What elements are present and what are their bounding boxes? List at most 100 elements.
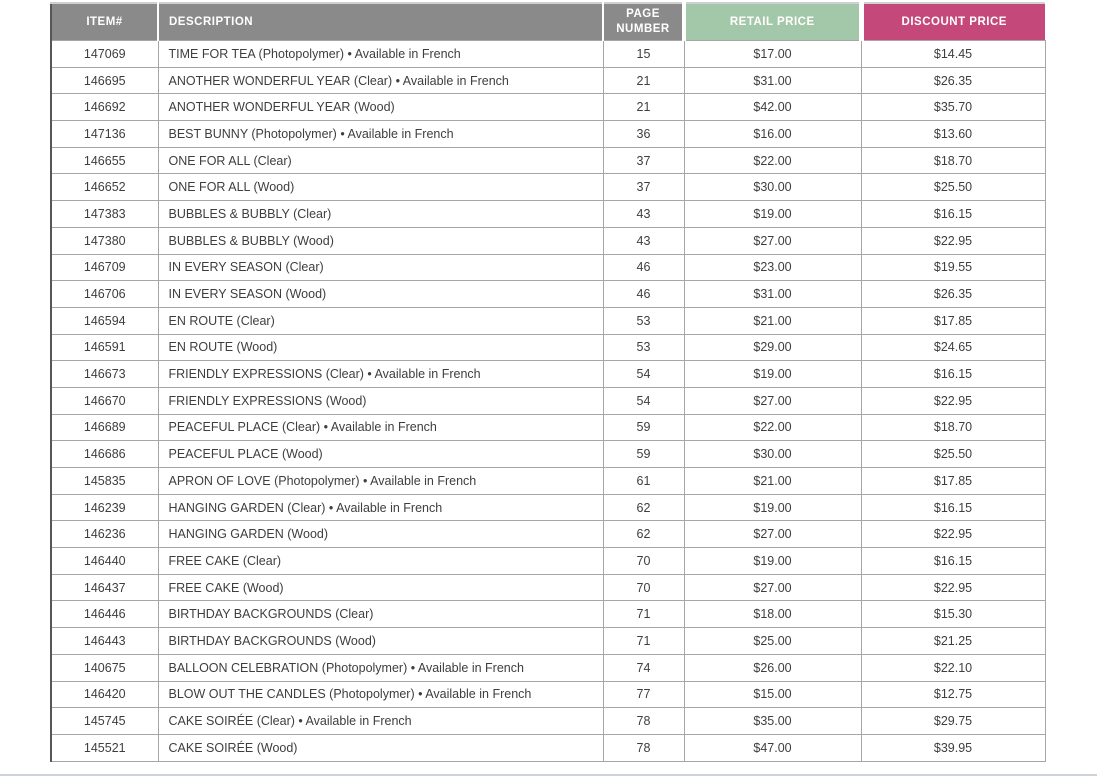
item-number-cell: 147383 — [50, 200, 159, 228]
discount-price-cell: $35.70 — [860, 93, 1046, 122]
retail-price-cell: $22.00 — [683, 413, 862, 442]
table-row: 145745 CAKE SOIRÉE (Clear) • Available i… — [50, 707, 1046, 735]
discount-price-cell: $22.95 — [860, 573, 1046, 602]
retail-price-cell: $31.00 — [683, 66, 862, 95]
discount-price-cell: $26.35 — [860, 280, 1046, 308]
price-table: ITEM# DESCRIPTION PAGE NUMBER RETAIL PRI… — [50, 2, 1046, 762]
table-row: 146420 BLOW OUT THE CANDLES (Photopolyme… — [50, 680, 1046, 709]
table-row: 146236 HANGING GARDEN (Wood) 62 $27.00 $… — [50, 520, 1046, 549]
description-cell: FRIENDLY EXPRESSIONS (Wood) — [157, 386, 604, 415]
retail-price-cell: $30.00 — [683, 173, 862, 202]
discount-price-cell: $26.35 — [860, 66, 1046, 95]
table-row: 146706 IN EVERY SEASON (Wood) 46 $31.00 … — [50, 280, 1046, 308]
page-number-cell: 70 — [602, 573, 685, 602]
table-row: 146437 FREE CAKE (Wood) 70 $27.00 $22.95 — [50, 573, 1046, 602]
description-cell: TIME FOR TEA (Photopolymer) • Available … — [157, 40, 604, 68]
item-number-cell: 146443 — [50, 627, 159, 655]
page-number-cell: 21 — [602, 66, 685, 95]
column-header-page-number: PAGE NUMBER — [603, 3, 684, 41]
description-cell: APRON OF LOVE (Photopolymer) • Available… — [157, 467, 604, 495]
page-number-cell: 54 — [602, 360, 685, 388]
retail-price-cell: $21.00 — [683, 467, 862, 495]
table-row: 146594 EN ROUTE (Clear) 53 $21.00 $17.85 — [50, 306, 1046, 335]
page-number-cell: 15 — [602, 40, 685, 68]
table-row: 146591 EN ROUTE (Wood) 53 $29.00 $24.65 — [50, 333, 1046, 362]
description-cell: ONE FOR ALL (Wood) — [157, 173, 604, 202]
page-number-cell: 59 — [602, 413, 685, 442]
retail-price-cell: $27.00 — [683, 386, 862, 415]
discount-price-cell: $25.50 — [860, 440, 1046, 468]
item-number-cell: 146689 — [50, 413, 159, 442]
column-header-description: DESCRIPTION — [158, 3, 604, 41]
table-row: 145521 CAKE SOIRÉE (Wood) 78 $47.00 $39.… — [50, 733, 1046, 762]
discount-price-cell: $21.25 — [860, 627, 1046, 655]
item-number-cell: 146706 — [50, 280, 159, 308]
page-number-cell: 71 — [602, 600, 685, 629]
page-number-cell: 36 — [602, 120, 685, 148]
table-row: 140675 BALLOON CELEBRATION (Photopolymer… — [50, 653, 1046, 682]
description-cell: HANGING GARDEN (Clear) • Available in Fr… — [157, 493, 604, 522]
discount-price-cell: $17.85 — [860, 467, 1046, 495]
retail-price-cell: $23.00 — [683, 253, 862, 282]
item-number-cell: 145835 — [50, 467, 159, 495]
item-number-cell: 140675 — [50, 653, 159, 682]
item-number-cell: 146709 — [50, 253, 159, 282]
discount-price-cell: $12.75 — [860, 680, 1046, 709]
page-number-cell: 53 — [602, 333, 685, 362]
discount-price-cell: $22.10 — [860, 653, 1046, 682]
description-cell: EN ROUTE (Clear) — [157, 306, 604, 335]
description-cell: ONE FOR ALL (Clear) — [157, 146, 604, 175]
discount-price-cell: $18.70 — [860, 146, 1046, 175]
item-number-cell: 146440 — [50, 547, 159, 575]
description-cell: FREE CAKE (Clear) — [157, 547, 604, 575]
page-number-cell: 37 — [602, 173, 685, 202]
discount-price-cell: $16.15 — [860, 493, 1046, 522]
item-number-cell: 146420 — [50, 680, 159, 709]
item-number-cell: 146652 — [50, 173, 159, 202]
retail-price-cell: $22.00 — [683, 146, 862, 175]
table-row: 146673 FRIENDLY EXPRESSIONS (Clear) • Av… — [50, 360, 1046, 388]
table-row: 146692 ANOTHER WONDERFUL YEAR (Wood) 21 … — [50, 93, 1046, 122]
discount-price-cell: $17.85 — [860, 306, 1046, 335]
retail-price-cell: $29.00 — [683, 333, 862, 362]
discount-price-cell: $29.75 — [860, 707, 1046, 735]
page-number-cell: 43 — [602, 200, 685, 228]
retail-price-cell: $25.00 — [683, 627, 862, 655]
description-cell: PEACEFUL PLACE (Clear) • Available in Fr… — [157, 413, 604, 442]
column-header-item-number: ITEM# — [51, 3, 159, 41]
page-number-cell: 54 — [602, 386, 685, 415]
table-row: 146239 HANGING GARDEN (Clear) • Availabl… — [50, 493, 1046, 522]
item-number-cell: 146670 — [50, 386, 159, 415]
discount-price-cell: $16.15 — [860, 360, 1046, 388]
retail-price-cell: $19.00 — [683, 360, 862, 388]
item-number-cell: 146446 — [50, 600, 159, 629]
page-number-cell: 71 — [602, 627, 685, 655]
description-cell: FRIENDLY EXPRESSIONS (Clear) • Available… — [157, 360, 604, 388]
page-bottom-edge — [0, 774, 1097, 776]
discount-price-cell: $39.95 — [860, 733, 1046, 762]
discount-price-cell: $24.65 — [860, 333, 1046, 362]
item-number-cell: 146594 — [50, 306, 159, 335]
description-cell: BLOW OUT THE CANDLES (Photopolymer) • Av… — [157, 680, 604, 709]
discount-price-cell: $22.95 — [860, 520, 1046, 549]
retail-price-cell: $19.00 — [683, 493, 862, 522]
description-cell: BALLOON CELEBRATION (Photopolymer) • Ava… — [157, 653, 604, 682]
retail-price-cell: $35.00 — [683, 707, 862, 735]
page-number-cell: 62 — [602, 493, 685, 522]
table-row: 146443 BIRTHDAY BACKGROUNDS (Wood) 71 $2… — [50, 627, 1046, 655]
description-cell: BIRTHDAY BACKGROUNDS (Wood) — [157, 627, 604, 655]
retail-price-cell: $17.00 — [683, 40, 862, 68]
description-cell: PEACEFUL PLACE (Wood) — [157, 440, 604, 468]
discount-price-cell: $14.45 — [860, 40, 1046, 68]
item-number-cell: 145745 — [50, 707, 159, 735]
discount-price-cell: $16.15 — [860, 200, 1046, 228]
table-row: 146686 PEACEFUL PLACE (Wood) 59 $30.00 $… — [50, 440, 1046, 468]
table-row: 145835 APRON OF LOVE (Photopolymer) • Av… — [50, 467, 1046, 495]
table-row: 146440 FREE CAKE (Clear) 70 $19.00 $16.1… — [50, 547, 1046, 575]
item-number-cell: 146686 — [50, 440, 159, 468]
retail-price-cell: $30.00 — [683, 440, 862, 468]
page-number-cell: 43 — [602, 226, 685, 255]
retail-price-cell: $27.00 — [683, 573, 862, 602]
retail-price-cell: $18.00 — [683, 600, 862, 629]
